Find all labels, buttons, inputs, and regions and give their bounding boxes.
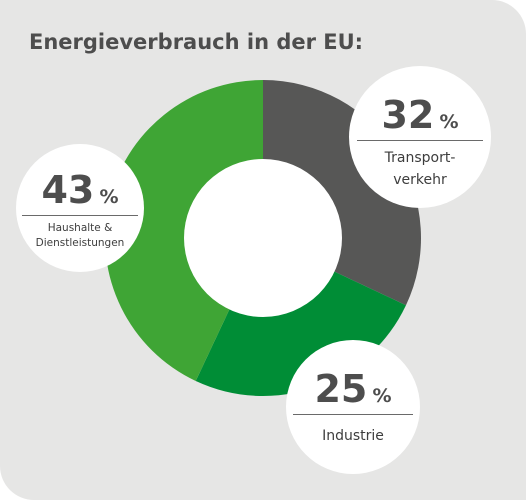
slice-value-haushalte: 43 bbox=[41, 168, 95, 212]
donut-hole bbox=[184, 159, 342, 317]
label-bubble-haushalte: 43 % Haushalte & Dienstleistungen bbox=[16, 144, 144, 272]
label-bubble-transport: 32 % Transport- verkehr bbox=[349, 66, 491, 208]
slice-label-haushalte-2: Dienstleistungen bbox=[35, 237, 125, 249]
slice-label-industrie: Industrie bbox=[322, 428, 384, 444]
slice-value-industrie: 25 bbox=[314, 367, 368, 411]
slice-label-transport-1: Transport- bbox=[384, 150, 456, 166]
divider-transport bbox=[357, 140, 483, 141]
divider-haushalte bbox=[22, 215, 138, 216]
slice-unit-industrie: % bbox=[372, 385, 392, 407]
divider-industrie bbox=[293, 414, 413, 415]
slice-unit-haushalte: % bbox=[99, 186, 119, 208]
label-bubble-industrie: 25 % Industrie bbox=[286, 340, 420, 474]
slice-unit-transport: % bbox=[439, 111, 459, 133]
slice-label-haushalte-1: Haushalte & bbox=[47, 222, 113, 234]
chart-title: Energieverbrauch in der EU: bbox=[29, 30, 364, 54]
slice-value-transport: 32 bbox=[381, 93, 435, 137]
slice-label-transport-2: verkehr bbox=[393, 172, 447, 188]
